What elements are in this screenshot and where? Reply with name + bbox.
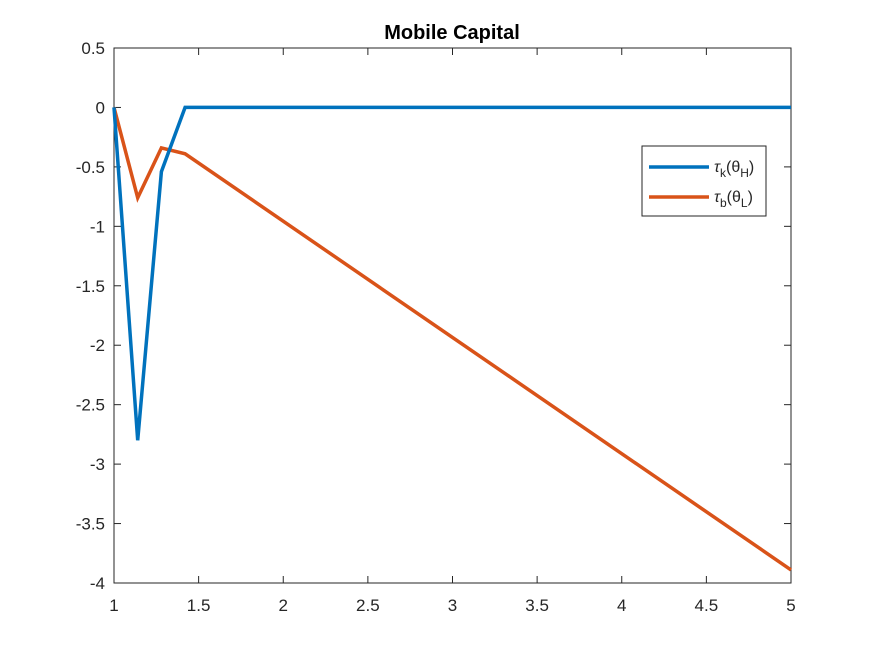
y-tick-label: 0.5	[81, 39, 105, 58]
series-line-2	[112, 106, 792, 572]
x-tick-label: 1	[109, 596, 118, 615]
legend-label-part: k	[720, 166, 727, 180]
x-tick-label: 3.5	[525, 596, 549, 615]
legend-label-part: (θ	[727, 189, 741, 206]
y-tick-label: -4	[90, 574, 105, 593]
y-tick-label: -3	[90, 455, 105, 474]
y-tick-label: -1.5	[76, 277, 105, 296]
legend-label-1: τk(θH)	[714, 159, 754, 180]
x-tick-label: 1.5	[187, 596, 211, 615]
plot-area-frame	[113, 47, 792, 584]
legend-label-part: H	[740, 166, 749, 180]
x-tick-label: 3	[448, 596, 457, 615]
y-tick-label: 0	[96, 98, 105, 117]
axes: 1 1.5 2 2.5 3 3.5 4 4.5 5 0.5 0 -0.5 -1 -1.5 -2 -2.5 -3 -…	[76, 39, 796, 615]
x-tick-label: 5	[786, 596, 795, 615]
series-layer	[112, 105, 792, 572]
y-tick-label: -1	[90, 217, 105, 236]
legend-box	[641, 145, 767, 217]
legend-label-part: b	[720, 196, 727, 210]
legend-label-2: τb(θL)	[714, 189, 753, 210]
x-tick-label: 4.5	[695, 596, 719, 615]
legend-label-part: τ	[714, 189, 721, 206]
legend: τk(θH)τb(θL)	[641, 145, 767, 217]
legend-label-part: )	[749, 159, 754, 176]
x-tick-label: 4	[617, 596, 626, 615]
legend-label-part: τ	[714, 159, 721, 176]
legend-label-part: (θ	[726, 159, 740, 176]
y-tick-label: -0.5	[76, 158, 105, 177]
chart-title: Mobile Capital	[384, 22, 520, 44]
x-tick-label: 2	[279, 596, 288, 615]
legend-label-part: )	[748, 189, 753, 206]
y-tick-label: -2.5	[76, 396, 105, 415]
y-tick-label: -2	[90, 336, 105, 355]
y-tick-label: -3.5	[76, 515, 105, 534]
series-line-1	[112, 105, 791, 441]
legend-label-part: L	[741, 196, 748, 210]
x-tick-label: 2.5	[356, 596, 380, 615]
